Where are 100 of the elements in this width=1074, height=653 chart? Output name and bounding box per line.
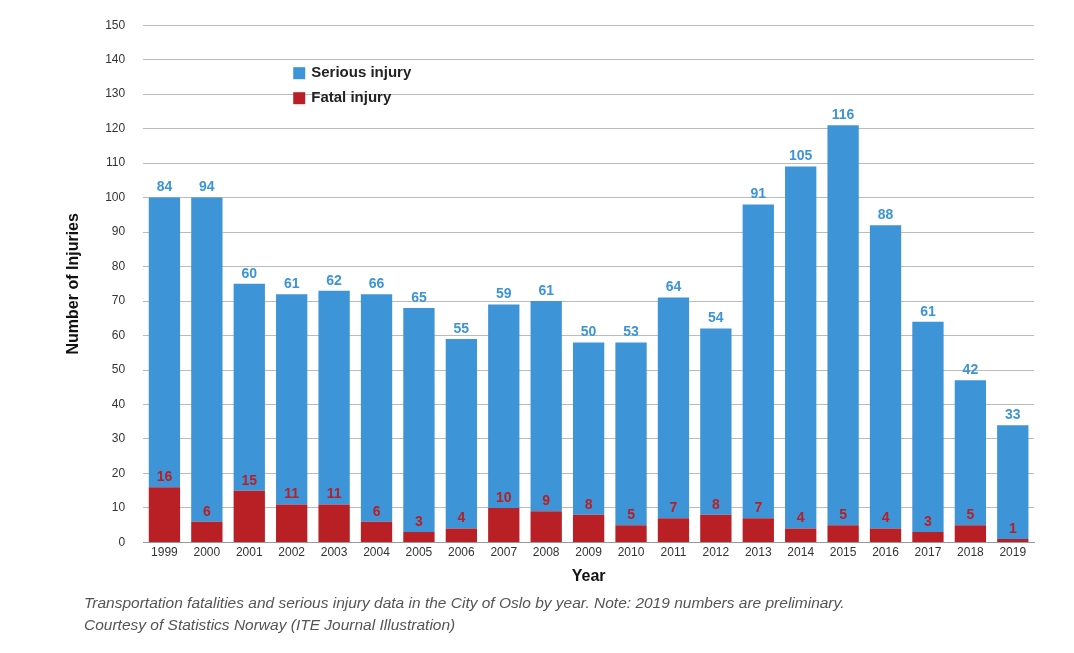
data-label: 8 — [584, 495, 593, 512]
data-label: 61 — [538, 281, 555, 298]
x-tick-label: 2018 — [957, 544, 985, 559]
bar — [148, 197, 181, 488]
x-tick-label: 2014 — [787, 544, 815, 559]
y-tick-label: 40 — [111, 396, 126, 411]
bar — [360, 294, 393, 522]
bar — [488, 304, 520, 508]
bar — [615, 525, 647, 542]
data-label: 53 — [623, 323, 640, 340]
bar — [530, 301, 562, 512]
data-label: 50 — [580, 323, 597, 340]
data-label: 60 — [241, 264, 258, 281]
text: Courtesy of Statistics Norway (ITE Journal Illustration) — [84, 615, 457, 635]
x-tick-label: 2015 — [829, 544, 857, 559]
legend-label: Fatal injury — [311, 88, 392, 106]
legend-label: Serious injury — [311, 63, 412, 81]
bar — [615, 342, 647, 526]
data-label: 3 — [415, 512, 424, 529]
data-label: 88 — [877, 206, 894, 223]
x-tick-label: 1999 — [151, 544, 179, 559]
x-tick-label: 2006 — [448, 544, 476, 559]
bar — [657, 518, 690, 542]
y-tick-label: 150 — [105, 17, 126, 32]
bar — [276, 504, 308, 542]
x-tick-label: 2004 — [363, 544, 391, 559]
data-label: 105 — [789, 147, 813, 164]
data-label: 66 — [368, 275, 385, 291]
x-tick-label: 2010 — [617, 544, 645, 559]
x-tick-label: 2008 — [532, 544, 560, 559]
bar — [912, 532, 944, 542]
bar — [742, 518, 774, 542]
bar — [403, 532, 435, 542]
data-label: 15 — [241, 471, 258, 488]
bar — [954, 380, 987, 526]
data-label: 11 — [284, 485, 300, 502]
bar — [148, 487, 181, 542]
data-label: 5 — [627, 506, 636, 523]
y-axis-title: Number of Injuries — [64, 213, 82, 355]
x-tick-label: 2016 — [872, 544, 900, 559]
bar — [318, 290, 350, 505]
bar — [785, 166, 817, 529]
text: Transportation fatalities and serious injury data in the City of Oslo by year. Note: 2019 numbers are preliminary. — [84, 593, 846, 613]
x-tick-label: 2009 — [575, 544, 603, 559]
x-tick-label: 2000 — [193, 544, 221, 559]
y-tick-label: 80 — [111, 258, 126, 273]
x-tick-label: 2002 — [278, 544, 306, 559]
data-label: 65 — [411, 288, 427, 305]
x-tick-label: 2007 — [490, 544, 518, 559]
x-tick-label: 2013 — [744, 544, 772, 559]
x-tick-label: 2005 — [405, 544, 433, 559]
y-tick-label: 50 — [111, 362, 126, 377]
bar — [997, 538, 1029, 542]
data-label: 10 — [495, 488, 512, 505]
bar — [700, 514, 732, 542]
bar — [657, 297, 690, 519]
data-label: 116 — [831, 106, 855, 123]
data-label: 61 — [920, 302, 936, 319]
data-label: 33 — [1005, 406, 1021, 423]
data-label: 91 — [750, 185, 767, 202]
bar — [912, 321, 944, 533]
bar — [700, 328, 732, 515]
data-label: 94 — [199, 178, 215, 195]
bar — [530, 511, 562, 542]
data-label: 1 — [1008, 519, 1017, 536]
bar — [572, 342, 605, 515]
bar — [572, 514, 605, 542]
y-tick-label: 20 — [111, 465, 126, 480]
bar — [445, 528, 478, 542]
bar — [869, 528, 902, 542]
bar — [191, 197, 223, 522]
bar — [233, 283, 265, 491]
y-tick-label: 30 — [111, 431, 126, 446]
data-label: 5 — [839, 506, 848, 523]
data-label: 8 — [711, 495, 720, 512]
y-tick-label: 70 — [111, 293, 126, 308]
bar — [233, 490, 265, 542]
bar — [191, 521, 223, 542]
y-tick-label: 60 — [111, 327, 126, 342]
y-tick-label: 130 — [105, 86, 126, 101]
data-label: 59 — [495, 285, 512, 302]
data-label: 4 — [457, 509, 466, 526]
bar — [403, 307, 435, 533]
y-tick-label: 0 — [118, 534, 126, 549]
bar — [445, 338, 478, 529]
bar — [997, 425, 1029, 539]
bar — [827, 125, 859, 526]
bar — [318, 504, 350, 542]
data-label: 62 — [326, 271, 343, 288]
y-tick-label: 110 — [106, 155, 126, 170]
data-label: 6 — [202, 502, 211, 519]
x-tick-label: 2011 — [660, 544, 687, 559]
x-tick-label: 2012 — [702, 544, 730, 559]
x-tick-label: 2017 — [914, 544, 942, 559]
bar — [869, 225, 902, 529]
x-axis-title: Year — [571, 566, 606, 584]
x-tick-label: 2003 — [320, 544, 348, 559]
bar — [954, 525, 987, 542]
x-tick-label: 2019 — [999, 544, 1027, 559]
y-tick-label: 120 — [105, 120, 126, 135]
